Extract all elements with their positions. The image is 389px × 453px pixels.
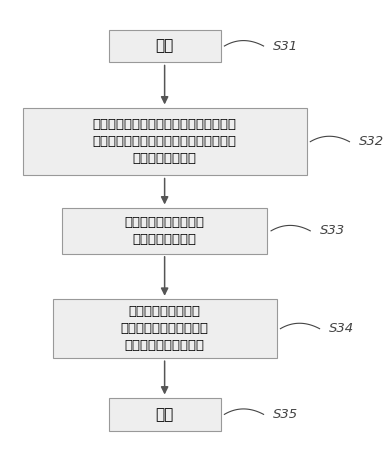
FancyBboxPatch shape [23, 108, 307, 175]
FancyBboxPatch shape [109, 30, 221, 63]
Text: 集中控制器向所述驱动器发送包括某个驱
动器第一地址或第二地址以及第三地址的
设置第三地址命令: 集中控制器向所述驱动器发送包括某个驱 动器第一地址或第二地址以及第三地址的 设置… [93, 118, 237, 165]
FancyBboxPatch shape [62, 208, 267, 254]
Text: S31: S31 [273, 39, 298, 53]
Text: 驱动器对所述设置第三
地址命令进行解码: 驱动器对所述设置第三 地址命令进行解码 [124, 216, 205, 246]
Text: S33: S33 [320, 224, 345, 237]
FancyBboxPatch shape [109, 398, 221, 431]
Text: S34: S34 [329, 322, 354, 335]
Text: 开始: 开始 [156, 39, 174, 53]
Text: S32: S32 [359, 135, 384, 148]
Text: 第一地址或第二地址
对应的驱动器将所述第三
地址存储在该驱动器中: 第一地址或第二地址 对应的驱动器将所述第三 地址存储在该驱动器中 [121, 305, 209, 352]
FancyBboxPatch shape [53, 299, 277, 358]
Text: 完成: 完成 [156, 407, 174, 422]
Text: S35: S35 [273, 408, 298, 421]
